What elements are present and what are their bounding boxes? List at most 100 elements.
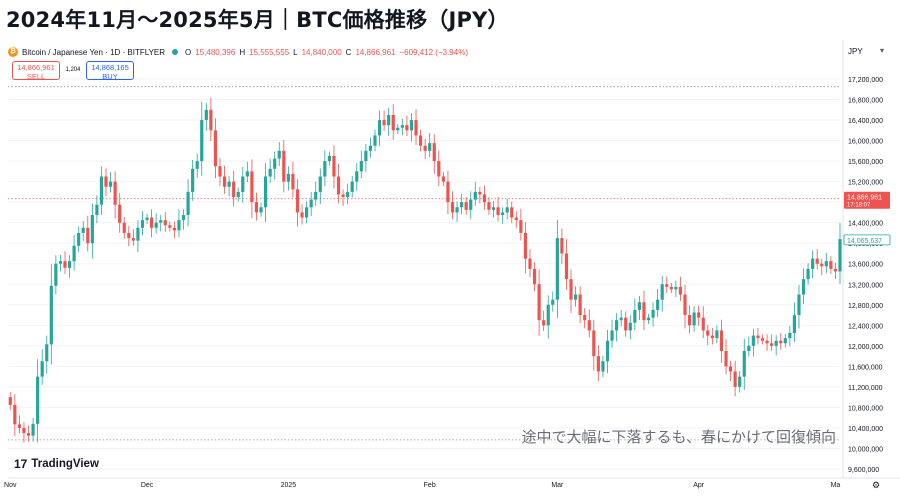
candle-body: [373, 135, 377, 146]
candle-body: [733, 371, 737, 387]
candle-body: [710, 335, 714, 339]
tradingview-logo-text: TradingView: [31, 458, 99, 470]
x-tick-label: Dec: [141, 482, 154, 489]
candle-body: [478, 191, 482, 195]
buy-label: BUY: [102, 72, 118, 81]
candle-body: [86, 227, 90, 244]
page-title: 2024年11月〜2025年5月｜BTC価格推移（JPY）: [6, 8, 509, 32]
sell-label: SELL: [26, 72, 46, 81]
candle-body: [838, 239, 842, 272]
candle-body: [22, 427, 26, 434]
candle-body: [54, 263, 58, 286]
candle-body: [719, 330, 724, 351]
symbol-label[interactable]: Bitcoin / Japanese Yen · 1D · BITFLYER: [22, 47, 166, 57]
candle-body: [578, 294, 582, 316]
buy-price: 14,868,165: [91, 63, 129, 72]
candle-body: [665, 284, 669, 287]
candle-body: [678, 286, 683, 295]
candle-body: [377, 120, 382, 136]
high-value: 15,555,555: [249, 47, 290, 57]
candle-body: [742, 350, 746, 377]
candle-body: [482, 194, 487, 203]
candle-body: [364, 150, 368, 162]
candle-body: [446, 181, 450, 203]
buy-button[interactable]: 14,868,165 BUY: [86, 61, 134, 81]
candle-body: [213, 130, 218, 167]
candle-body: [450, 202, 455, 213]
y-tick-label: 10,400,000: [848, 426, 883, 433]
candle-body: [519, 220, 523, 233]
candle-body: [81, 227, 85, 233]
chart-legend: ₿ Bitcoin / Japanese Yen · 1D · BITFLYER…: [8, 47, 468, 57]
tradingview-logo[interactable]: 17 TradingView: [14, 457, 99, 471]
candle-body: [318, 176, 322, 192]
y-tick-label: 16,000,000: [848, 139, 883, 146]
candle-body: [136, 227, 140, 241]
candle-body: [341, 194, 345, 198]
candle-body: [697, 312, 701, 318]
candle-body: [346, 191, 350, 198]
y-tick-label: 13,200,000: [848, 282, 883, 289]
low-key: L: [293, 47, 298, 57]
candle-body: [218, 166, 222, 177]
candle-body: [31, 423, 35, 436]
y-tick-label: 11,200,000: [848, 385, 883, 392]
candle-body: [724, 350, 728, 367]
candle-body: [587, 320, 591, 331]
candle-body: [150, 217, 154, 228]
candle-body: [797, 294, 801, 316]
sell-button[interactable]: 14,866,961 SELL: [12, 61, 60, 81]
candle-body: [615, 320, 619, 331]
countdown-label: 17:18:07: [847, 203, 871, 209]
candle-body: [546, 304, 550, 326]
candle-body: [491, 207, 496, 210]
candle-body: [683, 294, 687, 316]
candle-body: [514, 217, 518, 221]
candle-body: [263, 176, 268, 208]
candle-body: [473, 191, 477, 200]
candle-body: [195, 161, 199, 169]
chevron-down-icon[interactable]: ▾: [880, 46, 885, 55]
currency-selector[interactable]: JPY: [848, 47, 863, 56]
candle-body: [706, 330, 710, 336]
candle-body: [806, 268, 810, 280]
close-key: C: [345, 47, 352, 57]
candle-body: [501, 212, 505, 215]
chart-grid: [8, 40, 900, 479]
y-tick-label: 15,600,000: [848, 159, 883, 166]
candle-body: [186, 191, 190, 215]
candle-body: [191, 168, 195, 192]
candle-body: [350, 181, 354, 192]
time-axis[interactable]: Nov Dec 2025 Feb Mar Apr Ma ⚙: [4, 480, 880, 490]
candle-body: [90, 214, 94, 244]
candle-body: [245, 171, 249, 177]
candle-body: [17, 424, 21, 428]
candle-body: [642, 302, 646, 321]
candle-body: [286, 173, 290, 182]
candle-body: [833, 268, 838, 272]
candle-body: [619, 317, 623, 321]
last-price-tag: [844, 191, 890, 209]
price-chart[interactable]: 9,600,000 10,000,000 10,400,000 10,800,000 1…: [0, 40, 900, 504]
candle-body: [282, 150, 286, 182]
settings-gear-icon: ⚙: [872, 480, 880, 490]
x-tick-label: Apr: [693, 482, 705, 489]
candle-body: [26, 433, 31, 436]
candle-body: [460, 202, 464, 208]
bitcoin-icon: ₿: [8, 47, 18, 57]
candle-body: [159, 220, 163, 223]
candle-body: [154, 222, 158, 228]
candle-body: [760, 338, 765, 341]
candle-body: [77, 232, 81, 246]
x-tick-label: Mar: [551, 482, 564, 489]
candle-body: [555, 238, 559, 300]
candle-body: [127, 232, 131, 239]
sell-price: 14,866,961: [17, 63, 55, 72]
candle-body: [592, 330, 596, 357]
candle-body: [542, 320, 546, 326]
change-value: −609,412 (−3.94%): [399, 47, 468, 57]
candle-body: [8, 397, 12, 405]
candle-body: [391, 114, 395, 131]
candle-body: [400, 125, 404, 128]
price-axis[interactable]: 9,600,000 10,000,000 10,400,000 10,800,000 1…: [848, 77, 883, 474]
